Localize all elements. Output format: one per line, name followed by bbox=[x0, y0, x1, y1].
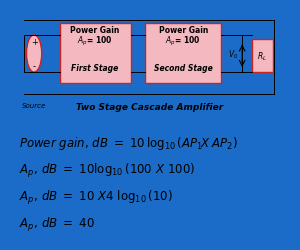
FancyBboxPatch shape bbox=[60, 24, 131, 84]
Text: Source: Source bbox=[22, 102, 46, 108]
Text: $A_p$= 100: $A_p$= 100 bbox=[165, 35, 201, 48]
Text: $\mathit{Power\ gain{,}\ dB}$$\ =\ 10\,\log_{10}(AP_1\!X\;AP_2)$: $\mathit{Power\ gain{,}\ dB}$$\ =\ 10\,\… bbox=[19, 135, 238, 152]
Text: $A_p\mathit{,\,dB}\ =\ 10\log_{10}(100\ X\ 100)$: $A_p\mathit{,\,dB}\ =\ 10\log_{10}(100\ … bbox=[19, 161, 195, 179]
Text: $A_p$= 100: $A_p$= 100 bbox=[77, 35, 113, 48]
Text: Power Gain: Power Gain bbox=[70, 26, 120, 35]
Text: $R_L$: $R_L$ bbox=[257, 50, 267, 63]
Text: Power Gain: Power Gain bbox=[159, 26, 208, 35]
Text: Two Stage Cascade Amplifier: Two Stage Cascade Amplifier bbox=[76, 103, 224, 112]
Ellipse shape bbox=[26, 36, 42, 73]
FancyBboxPatch shape bbox=[252, 40, 273, 73]
Text: +: + bbox=[31, 38, 38, 47]
FancyBboxPatch shape bbox=[145, 24, 221, 84]
Text: $V_0$: $V_0$ bbox=[228, 48, 238, 60]
Text: First Stage: First Stage bbox=[71, 64, 118, 73]
Text: -: - bbox=[33, 62, 36, 71]
Text: Second Stage: Second Stage bbox=[154, 64, 213, 73]
Text: $A_p\mathit{,\,dB}\ =\ 10\ X4\ \log_{10}(10)$: $A_p\mathit{,\,dB}\ =\ 10\ X4\ \log_{10}… bbox=[19, 188, 172, 206]
Text: $A_p\mathit{,\,dB}\ =\ 40$: $A_p\mathit{,\,dB}\ =\ 40$ bbox=[19, 215, 95, 233]
